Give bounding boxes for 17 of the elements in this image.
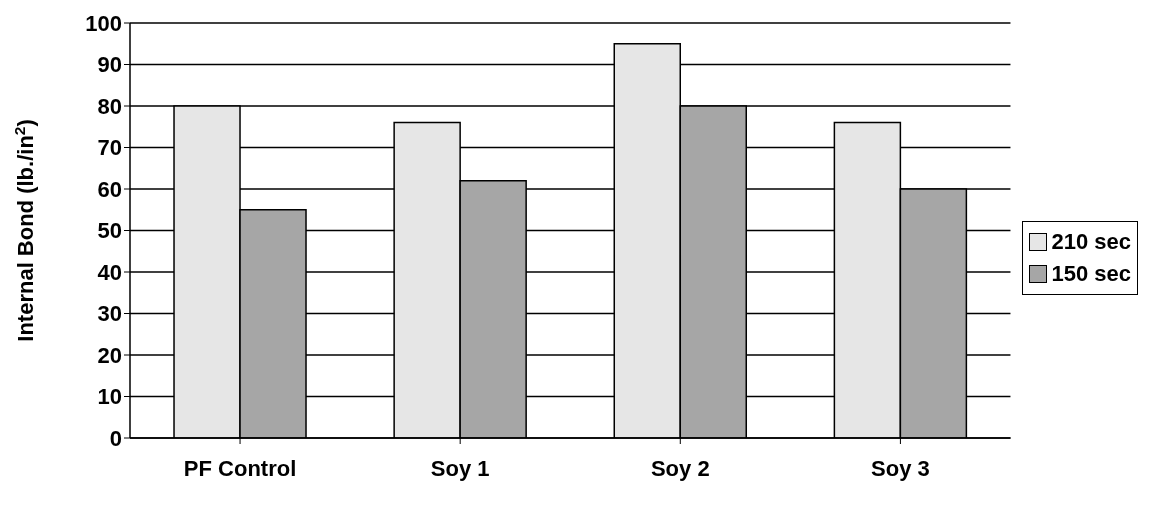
- y-tick-label: 90: [97, 52, 122, 78]
- x-tick-label: Soy 1: [430, 455, 490, 481]
- x-tick-label: Soy 2: [650, 455, 710, 481]
- x-tick-label: Soy 3: [871, 455, 930, 481]
- y-tick-label: 60: [97, 176, 122, 202]
- y-tick-label: 50: [97, 218, 122, 244]
- y-tick-label: 70: [97, 135, 122, 161]
- legend-label: 150 sec: [1051, 260, 1131, 288]
- y-tick-label: 10: [97, 384, 122, 410]
- x-tick-label: PF Control: [183, 455, 297, 481]
- y-tick-label: 30: [97, 301, 122, 327]
- y-tick-label: 0: [109, 425, 122, 451]
- y-tick-label: 100: [85, 10, 122, 36]
- y-tick-label: 40: [97, 259, 122, 285]
- y-tick-label: 20: [97, 342, 122, 368]
- y-tick-label: 80: [97, 93, 122, 119]
- legend-label: 210 sec: [1051, 228, 1131, 256]
